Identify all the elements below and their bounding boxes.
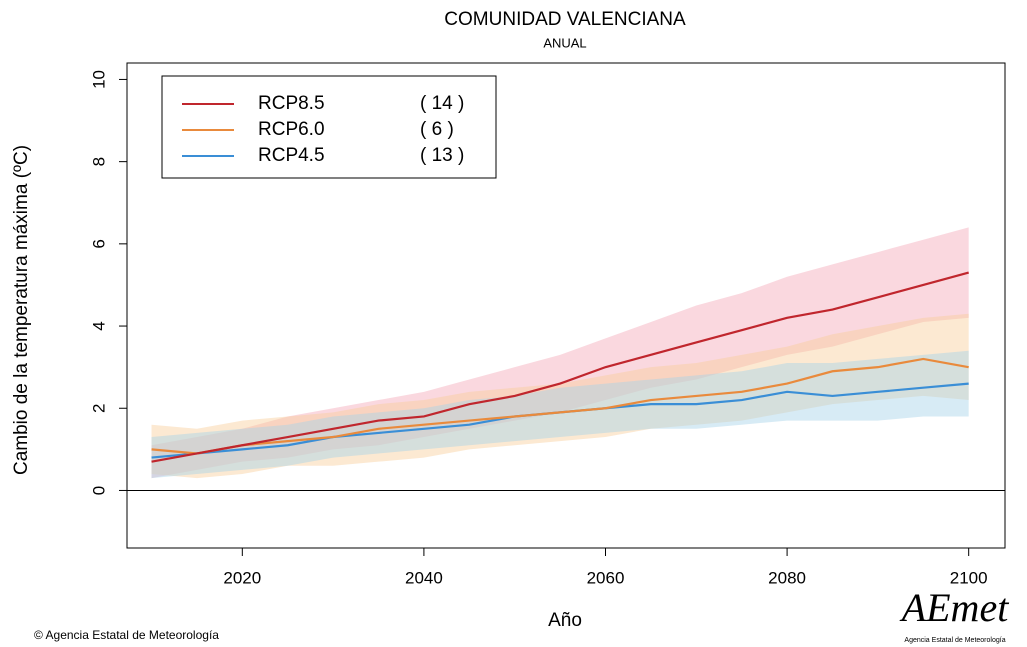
- x-tick-label: 2020: [223, 568, 261, 587]
- band: [151, 227, 969, 479]
- y-tick-label: 4: [89, 321, 108, 330]
- chart-title: COMUNIDAD VALENCIANA: [444, 9, 686, 30]
- y-tick-label: 8: [89, 157, 108, 166]
- logo: AEmet: [899, 585, 1010, 630]
- y-tick-label: 0: [89, 486, 108, 495]
- y-tick-label: 10: [89, 70, 108, 89]
- band: [151, 350, 969, 479]
- y-tick-label: 2: [89, 404, 108, 413]
- x-tick-label: 2100: [950, 568, 988, 587]
- source: © Agencia Estatal de Meteorología: [34, 628, 219, 642]
- band: [151, 313, 969, 479]
- legend-box: [161, 75, 497, 179]
- legend-count: ( 13 ): [420, 145, 464, 166]
- series-line: [151, 271, 969, 463]
- x-tick-label: 2040: [405, 568, 443, 587]
- x-tick-label: 2060: [587, 568, 625, 587]
- x-axis-label: Año: [548, 610, 582, 631]
- legend-label: RCP6.0: [258, 119, 325, 140]
- legend-count: ( 6 ): [420, 119, 454, 140]
- legend-label: RCP8.5: [258, 93, 325, 114]
- legend-label: RCP4.5: [258, 145, 325, 166]
- plot-frame: [126, 62, 1006, 549]
- legend-count: ( 14 ): [420, 93, 464, 114]
- chart-subtitle: ANUAL: [543, 35, 586, 50]
- x-tick-label: 2080: [768, 568, 806, 587]
- series-line: [151, 357, 969, 455]
- y-tick-label: 6: [89, 239, 108, 248]
- y-axis-label: Cambio de la temperatura máxima (ºC): [11, 145, 32, 475]
- logo-subtext: Agencia Estatal de Meteorología: [904, 637, 1005, 644]
